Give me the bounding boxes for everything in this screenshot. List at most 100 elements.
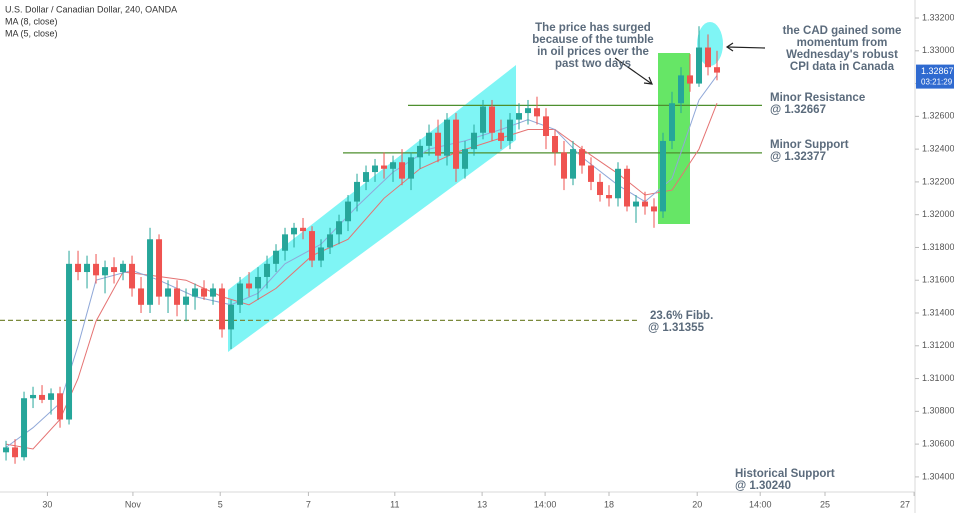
- x-tick-label: 27: [900, 499, 910, 509]
- annotation: Historical Support: [735, 468, 835, 480]
- x-tick-label: 18: [604, 499, 614, 509]
- arrow: [614, 57, 653, 85]
- candle-body: [174, 288, 181, 305]
- annotation: @ 1.32377: [770, 151, 826, 163]
- candle-body: [453, 119, 460, 169]
- y-tick-label: 1.32200: [922, 176, 954, 186]
- candle-body: [471, 132, 478, 150]
- candle-body: [273, 250, 280, 264]
- candle-body: [309, 231, 316, 261]
- x-tick-label: 5: [218, 499, 223, 509]
- candle-body: [228, 304, 235, 330]
- candle-body: [552, 136, 559, 153]
- ma-line: [5, 75, 718, 448]
- candle-body: [381, 165, 388, 169]
- candle-body: [579, 149, 586, 166]
- annotation: CPI data in Canada: [790, 61, 895, 73]
- annotation: momentum from: [797, 37, 888, 49]
- last-price-tag: [916, 64, 954, 89]
- candle-body: [291, 227, 298, 235]
- y-tick-label: 1.31600: [922, 275, 954, 285]
- candle-body: [363, 172, 370, 182]
- candle-body: [462, 149, 469, 169]
- candle-body: [192, 288, 199, 297]
- annotation: Wednesday's robust: [786, 49, 898, 61]
- candle-body: [156, 239, 163, 297]
- candle-body: [39, 394, 46, 400]
- x-tick-label: 11: [390, 499, 399, 509]
- annotation: because of the tumble: [532, 34, 653, 46]
- last-price-label: 1.32867: [921, 66, 954, 76]
- annotation: Minor Resistance: [770, 92, 865, 104]
- y-tick-label: 1.33000: [922, 45, 954, 55]
- annotation: 23.6% Fibb.: [650, 310, 713, 322]
- candle-body: [642, 201, 649, 207]
- candle-body: [543, 116, 550, 137]
- annotation: in oil prices over the: [537, 46, 649, 58]
- levels: [0, 104, 762, 321]
- candle-body: [507, 119, 514, 141]
- x-tick-label: 25: [820, 499, 830, 509]
- momentum-ellipse: [697, 22, 723, 66]
- candle-body: [480, 106, 487, 133]
- candle-body: [183, 296, 190, 305]
- candle-body: [444, 119, 451, 156]
- y-tick-label: 1.31400: [922, 307, 954, 317]
- candles: [3, 26, 721, 464]
- annotation: @ 1.32667: [770, 104, 826, 116]
- candle-body: [3, 447, 10, 453]
- candle-body: [705, 47, 712, 68]
- x-tick-label: 30: [42, 499, 52, 509]
- y-tick-label: 1.30800: [922, 406, 954, 416]
- annotation: @ 1.30240: [735, 480, 791, 492]
- candle-body: [84, 263, 91, 273]
- y-tick-label: 1.31000: [922, 373, 954, 383]
- candle-body: [12, 447, 19, 458]
- candle-body: [345, 201, 352, 222]
- candle-body: [372, 165, 379, 173]
- candle-body: [264, 263, 271, 277]
- y-tick-label: 1.32400: [922, 144, 954, 154]
- candle-body: [516, 113, 523, 120]
- candle-body: [129, 263, 136, 289]
- candle-body: [66, 263, 73, 420]
- arrow-head: [643, 76, 653, 85]
- candle-body: [246, 283, 253, 289]
- candle-body: [219, 288, 226, 330]
- candle-body: [165, 288, 172, 297]
- countdown-label: 03:21:29: [921, 78, 953, 87]
- y-tick-label: 1.32600: [922, 111, 954, 121]
- candle-body: [696, 47, 703, 84]
- candle-body: [138, 288, 145, 305]
- arrow-head: [725, 42, 734, 52]
- candle-body: [678, 75, 685, 104]
- candle-body: [282, 234, 289, 251]
- candle-body: [300, 227, 307, 232]
- y-tick-label: 1.30400: [922, 471, 954, 481]
- arrows: [614, 42, 766, 85]
- candle-body: [318, 247, 325, 261]
- annotations: The price has surged because of the tumb…: [532, 22, 901, 492]
- annotation: Minor Support: [770, 139, 849, 151]
- candle-body: [426, 132, 433, 146]
- candle-body: [102, 267, 109, 276]
- x-tick-label: 7: [306, 499, 311, 509]
- candle-body: [651, 206, 658, 212]
- candle-body: [687, 75, 694, 84]
- candle-body: [714, 67, 721, 73]
- candle-body: [588, 165, 595, 182]
- x-tick-label: Nov: [125, 499, 142, 509]
- candle-body: [417, 145, 424, 158]
- y-tick-label: 1.30600: [922, 438, 954, 448]
- x-tick-label: 20: [692, 499, 702, 509]
- candle-body: [21, 398, 28, 458]
- candle-body: [408, 157, 415, 179]
- candle-body: [201, 288, 208, 297]
- candle-body: [399, 162, 406, 179]
- x-tick-label: 13: [477, 499, 487, 509]
- axes: 1.30400 1.30600 1.30800 1.31000 1.31200 1.314…: [42, 12, 954, 509]
- candle-body: [237, 283, 244, 305]
- y-tick-label: 1.32000: [922, 209, 954, 219]
- candle-body: [498, 132, 505, 141]
